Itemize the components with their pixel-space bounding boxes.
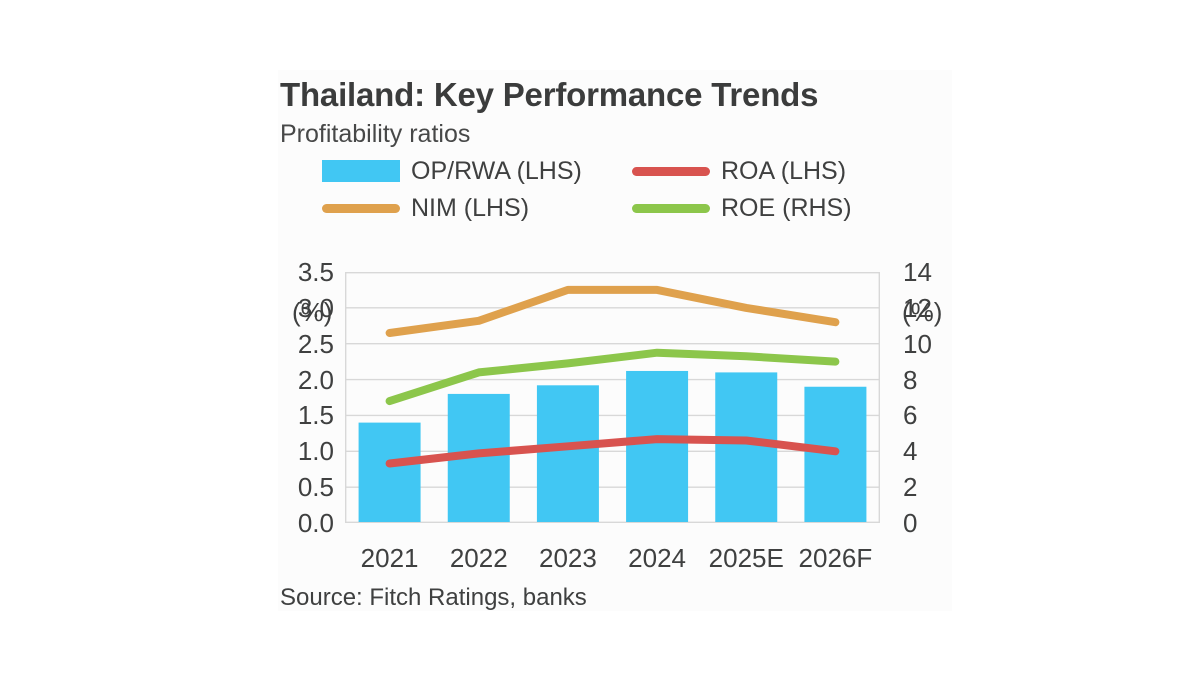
x-axis-tick: 2026F [798,543,873,573]
legend-item-roa-lhs-: ROA (LHS) [632,156,922,185]
left-axis-tick: 0.5 [297,472,334,503]
line-swatch-icon [322,203,400,213]
left-axis-tick: 1.0 [297,436,334,467]
line-series [385,285,840,337]
right-axis-tick: 2 [903,472,918,503]
right-axis-tick: 12 [903,292,932,323]
legend-label: OP/RWA (LHS) [411,156,582,185]
right-axis-tick: 6 [903,400,918,431]
x-axis-tick: 2023 [538,543,597,573]
plot-area [345,272,880,523]
x-axis-tick: 2025E [708,543,784,573]
left-axis-tick: 3.0 [297,292,334,323]
line-series [385,348,840,406]
line-swatch-icon [632,203,710,213]
right-axis-tick: 10 [903,328,932,359]
x-axis-tick: 2022 [449,543,508,573]
x-axis-tick: 2021 [360,543,419,573]
left-axis-tick: 2.0 [297,364,334,395]
bar [358,422,421,522]
plot-border [345,272,880,523]
line-swatch-icon [632,166,710,176]
chart-subtitle: Profitability ratios [280,120,471,148]
legend-item-op-rwa-lhs-: OP/RWA (LHS) [322,156,632,185]
line-series [385,435,840,468]
source-note: Source: Fitch Ratings, banks [280,584,587,611]
chart-card: Thailand: Key Performance Trends Profita… [278,70,952,611]
right-axis-unit-label: (%) [902,297,943,327]
legend-label: ROA (LHS) [721,156,847,185]
right-axis-tick: 0 [903,508,918,538]
right-axis-tick: 8 [903,364,918,395]
right-axis-tick: 14 [903,257,932,287]
legend-item-nim-lhs-: NIM (LHS) [322,193,632,222]
x-axis-tick: 2024 [628,543,686,573]
bar [715,372,778,522]
legend-label: ROE (RHS) [721,193,852,222]
legend-label: NIM (LHS) [411,193,530,222]
bar-swatch-icon [322,160,400,182]
chart-legend: OP/RWA (LHS) ROA (LHS) NIM (LHS) ROE (RHS) [322,156,922,222]
bar [626,370,689,522]
bar [536,385,599,522]
legend-item-roe-rhs-: ROE (RHS) [632,193,922,222]
right-axis-tick: 4 [903,436,918,467]
left-axis-tick: 1.5 [297,400,334,431]
left-axis-unit-label: (%) [292,297,333,327]
left-axis-tick: 2.5 [297,328,334,359]
left-axis-tick: 3.5 [297,257,334,287]
chart-title: Thailand: Key Performance Trends [280,76,819,113]
left-axis-tick: 0.0 [297,508,334,538]
